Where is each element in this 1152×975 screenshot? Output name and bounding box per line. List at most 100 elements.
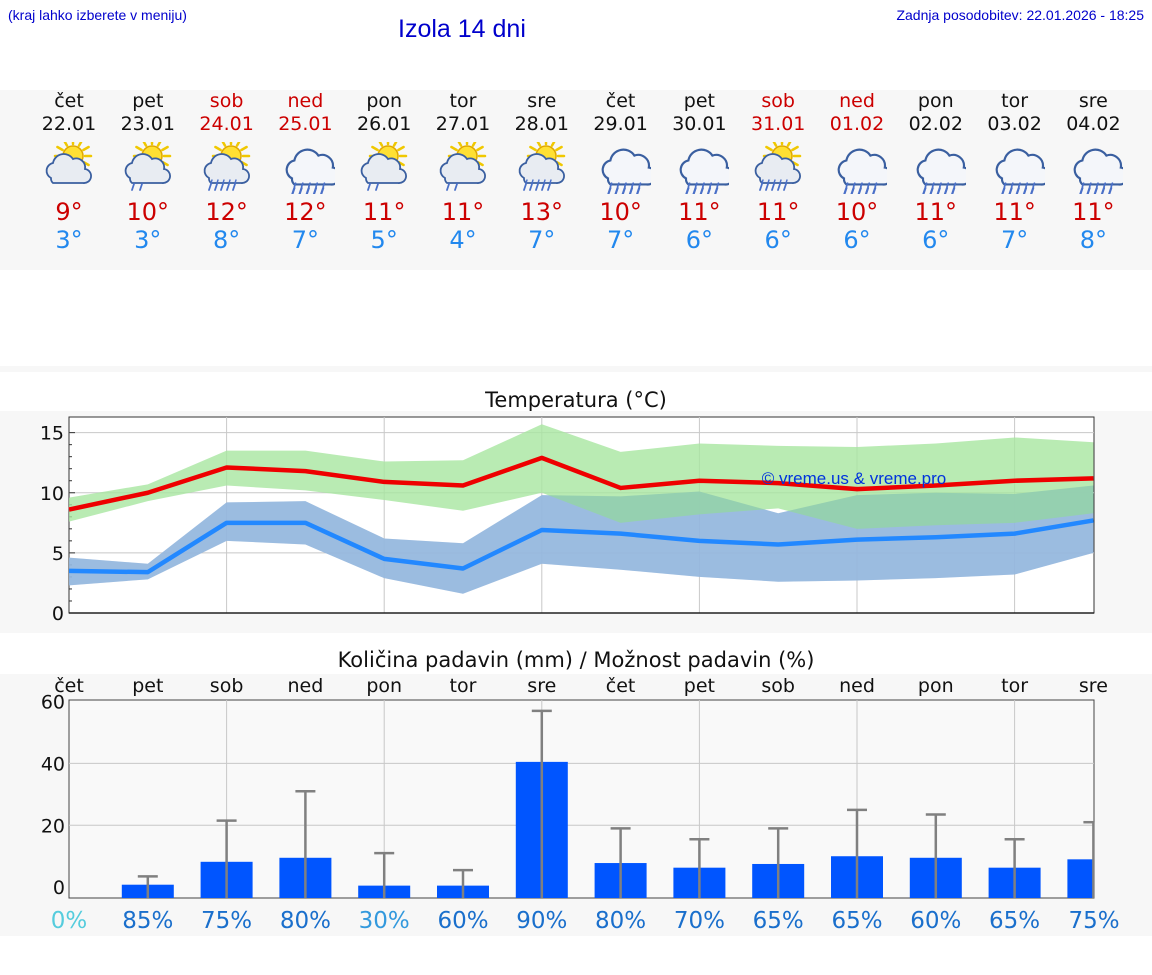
precip-chance-label: 70% <box>674 908 725 934</box>
last-update: Zadnja posodobitev: 22.01.2026 - 18:25 <box>896 7 1144 23</box>
day-column: sre 04.02 11° 8° <box>1053 90 1133 254</box>
max-temp: 13° <box>520 198 564 226</box>
band-overlap <box>69 485 1094 594</box>
precip-chance-label: 65% <box>989 908 1040 934</box>
min-temp-line <box>68 518 1094 575</box>
precip-chance-label: 60% <box>437 908 488 934</box>
min-temp: 4° <box>449 226 477 254</box>
day-column: ned 25.01 12° 7° <box>265 90 345 254</box>
day-name: sre <box>1078 90 1108 112</box>
min-temp: 7° <box>528 226 556 254</box>
max-temp: 10° <box>126 198 170 226</box>
day-date: 01.02 <box>829 113 885 135</box>
day-column: pet 30.01 11° 6° <box>659 90 739 254</box>
day-name: čet <box>54 90 84 112</box>
max-temp: 11° <box>678 198 721 226</box>
cloud-rain-icon <box>1074 148 1124 194</box>
day-name: pet <box>683 90 715 112</box>
menu-hint: (kraj lahko izberete v meniju) <box>8 7 187 23</box>
temperature-chart: 0 5 10 15 © vreme.us & vreme.pro <box>0 411 1152 633</box>
precip-chance-label: 60% <box>910 908 961 934</box>
max-temp: 11° <box>441 198 485 226</box>
min-temp: 7° <box>291 226 320 254</box>
max-temp: 11° <box>1072 198 1115 226</box>
day-label: pon <box>366 675 402 697</box>
max-temp: 10° <box>599 198 642 226</box>
day-name: ned <box>839 90 875 112</box>
cloud-rain-icon <box>286 148 336 194</box>
day-date: 23.01 <box>120 113 175 135</box>
min-temp: 3° <box>55 226 83 254</box>
precipitation-chart-title: Količina padavin (mm) / Možnost padavin … <box>337 648 815 672</box>
day-label: tor <box>450 675 477 697</box>
daily-forecast-panel: čet 22.01 9° 3° pet 23.01 10° 3° sob 24.01 12° 8° ne… <box>0 90 1152 270</box>
y-tick-label: 20 <box>41 815 65 837</box>
cloud-rain-icon <box>916 148 966 194</box>
cloud-rain-icon <box>601 148 651 194</box>
day-column: čet 29.01 10° 7° <box>581 90 661 254</box>
day-date: 28.01 <box>514 113 569 135</box>
precip-chance-label: 65% <box>753 908 804 934</box>
day-name: sob <box>209 90 244 112</box>
min-temp: 7° <box>1000 226 1029 254</box>
sun-cloud-heavy-rain-icon <box>754 142 802 191</box>
max-temp-line <box>68 455 1094 512</box>
day-column: tor 27.01 11° 4° <box>423 90 503 254</box>
day-date: 26.01 <box>356 113 412 135</box>
day-name: sre <box>527 90 557 112</box>
max-temp: 11° <box>362 198 406 226</box>
day-column: sre 28.01 13° 7° <box>502 90 582 254</box>
day-label: sre <box>527 675 556 697</box>
sun-cloud-icon <box>45 142 93 184</box>
day-column: sob 31.01 11° 6° <box>738 90 818 254</box>
temperature-chart-title: Temperatura (°C) <box>485 388 667 412</box>
precip-chance-label: 65% <box>831 908 882 934</box>
sun-cloud-heavy-rain-icon <box>203 142 250 191</box>
day-name: pon <box>917 90 954 112</box>
day-label: pet <box>684 675 715 697</box>
cloud-rain-icon <box>837 148 887 194</box>
min-temp: 7° <box>606 226 635 254</box>
day-date: 30.01 <box>672 113 727 135</box>
y-tick-label: 0 <box>53 877 65 899</box>
cloud-rain-icon <box>680 148 730 194</box>
precip-chance-label: 80% <box>280 908 331 934</box>
divider <box>0 366 1152 372</box>
day-name: pon <box>366 90 403 112</box>
day-name: čet <box>605 90 636 112</box>
day-column: pet 23.01 10° 3° <box>108 90 188 254</box>
day-date: 25.01 <box>278 113 333 135</box>
day-date: 29.01 <box>593 113 648 135</box>
sun-cloud-rain-icon <box>124 142 172 191</box>
day-label: čet <box>606 675 636 697</box>
min-temp: 8° <box>212 226 241 254</box>
day-date: 24.01 <box>199 113 254 135</box>
day-name: sob <box>761 90 795 112</box>
day-date: 31.01 <box>750 113 806 135</box>
cloud-rain-icon <box>995 148 1045 194</box>
max-temp: 11° <box>914 198 958 226</box>
precip-chance-label: 85% <box>122 908 173 934</box>
precip-chance-label: 30% <box>359 908 410 934</box>
day-name: tor <box>1001 90 1029 112</box>
max-temp: 12° <box>284 198 327 226</box>
day-date: 02.02 <box>908 113 963 135</box>
max-temp-band <box>69 424 1094 529</box>
min-temp: 3° <box>134 226 162 254</box>
day-column: čet 22.01 9° 3° <box>29 90 109 254</box>
max-temp: 12° <box>205 198 248 226</box>
day-label: pet <box>132 675 163 697</box>
day-column: ned 01.02 10° 6° <box>817 90 897 254</box>
day-date: 04.02 <box>1066 113 1121 135</box>
day-date: 03.02 <box>987 113 1042 135</box>
precip-chance-label: 0% <box>51 908 88 934</box>
day-column: tor 03.02 11° 7° <box>975 90 1055 254</box>
day-date: 22.01 <box>41 113 97 135</box>
max-temp: 11° <box>756 198 800 226</box>
precip-chance-label: 90% <box>516 908 567 934</box>
precip-chance-label: 75% <box>201 908 252 934</box>
min-temp: 6° <box>922 226 950 254</box>
day-column: sob 24.01 12° 8° <box>187 90 267 254</box>
max-temp: 11° <box>993 198 1036 226</box>
